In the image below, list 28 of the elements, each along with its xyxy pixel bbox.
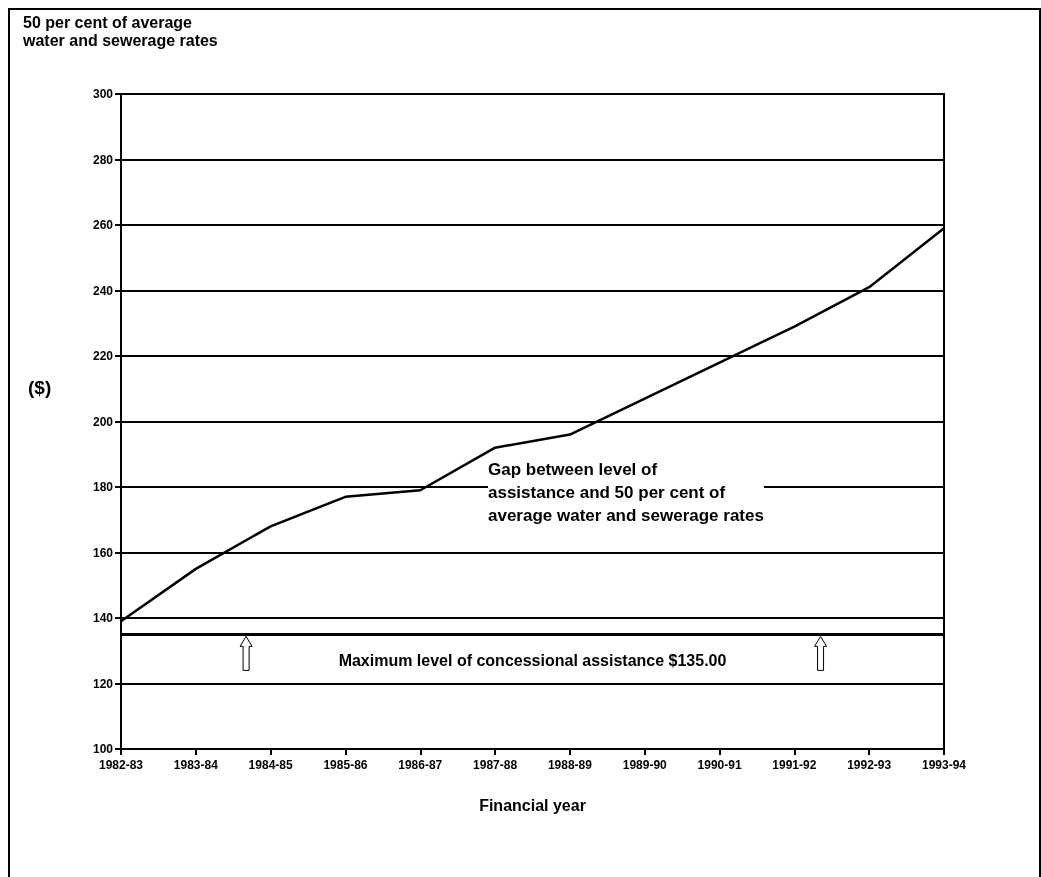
x-tick-label: 1983-84 — [173, 758, 219, 772]
x-tick-label: 1985-86 — [323, 758, 368, 772]
x-tick-label: 1988-89 — [547, 758, 593, 772]
y-tick-label: 300 — [92, 87, 114, 101]
x-tick-label: 1990-91 — [697, 758, 742, 772]
x-tick-label: 1986-87 — [398, 758, 443, 772]
ref-line-label: Maximum level of concessional assistance $135.00 — [338, 651, 727, 669]
annotation: Gap between level of assistance and 50 per cent of average water and sewerage rates — [488, 460, 764, 525]
y-tick-label: 240 — [92, 283, 114, 298]
y-tick-label: 280 — [92, 152, 114, 167]
x-tick-label: 1992-93 — [847, 758, 892, 772]
y-tick-label: 120 — [92, 676, 114, 691]
y-tick-label: 140 — [92, 611, 114, 625]
x-tick-label: 1982-83 — [98, 758, 144, 772]
x-axis-title: Financial year — [479, 796, 586, 814]
x-tick-label: 1989-90 — [622, 758, 668, 772]
y-tick-label: 200 — [92, 414, 114, 429]
x-tick-label: 1993-94 — [921, 758, 967, 772]
y-tick-label: 160 — [92, 545, 114, 560]
chart-title: 50 per cent of average water and sewerage rates — [22, 13, 218, 49]
y-tick-label: 260 — [92, 218, 114, 232]
x-tick-label: 1987-88 — [473, 758, 518, 772]
y-tick-label: 100 — [92, 742, 114, 756]
x-tick-label: 1984-85 — [248, 758, 293, 772]
y-axis-title: ($) — [28, 377, 52, 398]
y-tick-label: 180 — [92, 480, 114, 494]
x-tick-label: 1991-92 — [772, 758, 817, 772]
y-tick-label: 220 — [92, 349, 114, 363]
